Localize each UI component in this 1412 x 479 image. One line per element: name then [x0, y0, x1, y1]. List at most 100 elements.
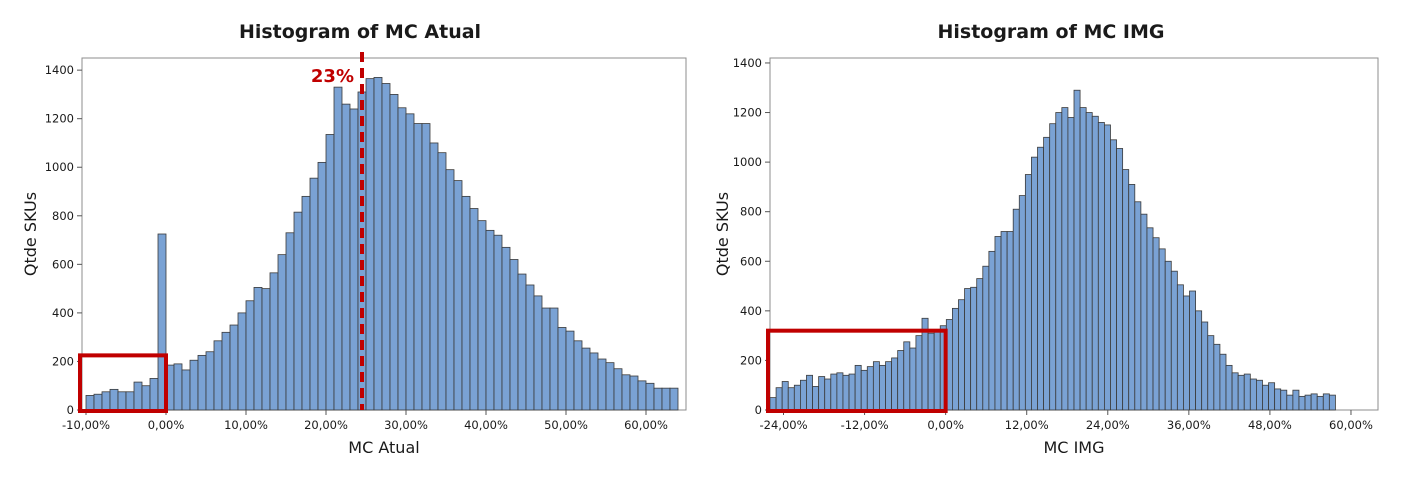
histogram-bar: [437, 152, 447, 411]
histogram-bar: [787, 387, 795, 411]
y-axis-label: Qtde SKUs: [21, 192, 40, 276]
histogram-bar: [413, 123, 423, 411]
histogram-bar: [1298, 395, 1306, 411]
histogram-bar: [261, 288, 271, 411]
histogram-bar: [381, 83, 391, 411]
histogram-bar: [1140, 213, 1148, 411]
chart-panel-mc-img: Histogram of MC IMG 0 200 400 600 800 1000 1200…: [706, 0, 1412, 479]
histogram-bar: [205, 351, 215, 411]
histogram-bar: [769, 397, 777, 411]
histogram-bar: [421, 123, 431, 411]
histogram-bar: [237, 312, 247, 411]
histogram-bar: [133, 381, 143, 411]
histogram-bar: [812, 386, 820, 411]
histogram-bar: [557, 327, 567, 411]
histogram-mc-atual: Histogram of MC Atual 0 200 400 600 800 1000 12…: [21, 21, 687, 457]
histogram-bar: [1213, 343, 1221, 411]
histogram-bar: [229, 324, 239, 411]
histogram-bar: [629, 375, 639, 411]
x-tick-label: 24,00%: [1086, 418, 1130, 432]
histogram-bar: [277, 254, 287, 411]
histogram-bar: [613, 368, 623, 411]
histogram-bar: [1219, 353, 1227, 411]
y-tick-label: 0: [67, 403, 74, 417]
histogram-bar: [325, 134, 335, 411]
histogram-bar: [1195, 310, 1203, 411]
histogram-bar: [1079, 107, 1087, 411]
y-tick-label: 1000: [733, 155, 762, 169]
y-tick-label: 400: [52, 306, 74, 320]
histogram-bar: [1049, 123, 1057, 411]
histogram-bar: [453, 180, 463, 411]
y-tick-label: 600: [52, 257, 74, 271]
histogram-bar: [1146, 227, 1154, 411]
histogram-bar: [109, 388, 119, 411]
histogram-bar: [1280, 389, 1288, 411]
histogram-bar: [1249, 378, 1257, 411]
histogram-bar: [189, 359, 199, 411]
x-tick-label: 50,00%: [544, 418, 588, 432]
x-tick-label: 36,00%: [1167, 418, 1211, 432]
histogram-bar: [775, 387, 783, 411]
histogram-bar: [1043, 136, 1051, 411]
histogram-bar: [1055, 112, 1063, 411]
histogram-bar: [1024, 174, 1032, 411]
histogram-bar: [397, 107, 407, 411]
histogram-bar: [301, 195, 311, 411]
histogram-bar: [373, 77, 383, 411]
histogram-bar: [1304, 394, 1312, 411]
x-tick-label: 60,00%: [624, 418, 668, 432]
histogram-bar: [1274, 388, 1282, 411]
histogram-bar: [1128, 184, 1136, 411]
y-tick-label: 600: [740, 254, 762, 268]
chart-title: Histogram of MC IMG: [937, 21, 1164, 43]
histogram-bar: [1183, 295, 1190, 411]
x-tick-label: 60,00%: [1329, 418, 1373, 432]
x-tick-label: 20,00%: [304, 418, 348, 432]
histogram-bar: [824, 378, 832, 411]
histogram-bar: [645, 382, 655, 411]
histogram-bar: [141, 385, 151, 411]
x-tick-label: 10,00%: [224, 418, 268, 432]
histogram-bar: [573, 340, 583, 411]
histogram-bar: [1237, 374, 1245, 411]
histogram-bar: [101, 391, 111, 411]
histogram-bar: [213, 340, 223, 411]
y-tick-label: 1000: [45, 160, 74, 174]
histogram-bar: [1189, 290, 1196, 411]
histogram-bar: [897, 350, 905, 411]
chart-panel-mc-atual: Histogram of MC Atual 0 200 400 600 800 1000 12…: [21, 21, 687, 457]
x-axis-label: MC IMG: [1044, 438, 1105, 457]
histogram-bar: [445, 169, 455, 411]
histogram-bar: [1292, 389, 1300, 411]
histogram-bar: [469, 208, 479, 411]
histogram-bar: [333, 86, 343, 411]
histogram-bar: [891, 357, 899, 411]
histogram-bar: [915, 335, 923, 411]
histogram-bar: [597, 358, 607, 411]
histogram-bar: [269, 272, 279, 411]
histogram-bar: [988, 250, 996, 411]
histogram-bar: [389, 94, 399, 411]
histogram-bar: [1225, 364, 1233, 411]
histogram-bar: [517, 273, 527, 411]
histogram-bar: [1322, 393, 1330, 411]
histogram-bar: [1268, 382, 1276, 411]
histogram-bar: [653, 387, 663, 411]
histogram-bar: [365, 78, 375, 411]
histogram-bar: [806, 374, 813, 411]
histogram-bar: [1152, 237, 1160, 411]
histogram-bar: [253, 287, 263, 411]
y-axis-label: Qtde SKUs: [713, 192, 732, 276]
histogram-bar: [293, 211, 303, 411]
histogram-bar: [1170, 270, 1178, 411]
histogram-bar: [885, 361, 893, 411]
histogram-bar: [866, 366, 874, 411]
x-tick-label: 0,00%: [927, 418, 964, 432]
histogram-bar: [341, 103, 351, 411]
histogram-bar: [994, 236, 1002, 411]
histogram-bar: [1061, 107, 1069, 411]
histogram-bar: [149, 378, 159, 411]
histogram-bar: [982, 265, 990, 411]
histogram-bar: [1110, 139, 1117, 411]
